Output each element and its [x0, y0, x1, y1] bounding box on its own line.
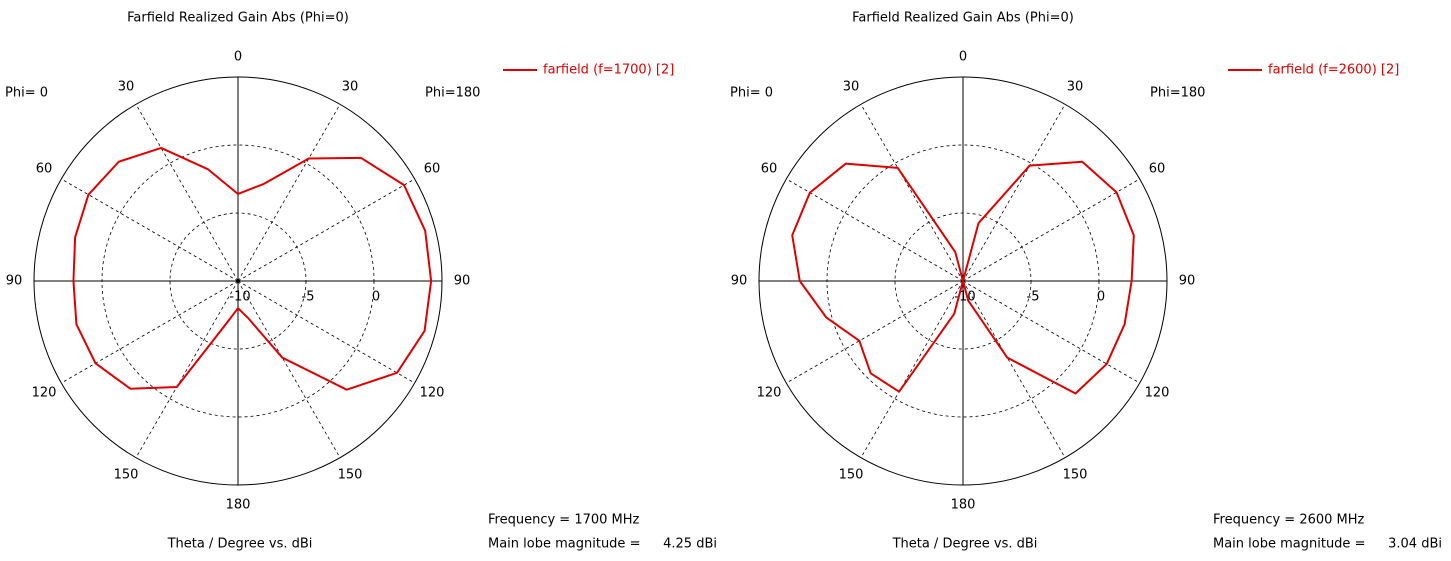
spoke — [237, 104, 341, 282]
legend-label: farfield (f=1700) [2] — [543, 63, 674, 78]
pattern-line — [72, 146, 433, 391]
angle-tick-label: 120 — [32, 386, 57, 401]
angle-tick-label: 180 — [226, 498, 251, 513]
side-label: Phi= 0 — [730, 86, 773, 101]
angle-tick-label: 120 — [757, 386, 782, 401]
angle-tick-label: 90 — [6, 274, 23, 289]
annotation: 3.04 dBi — [1388, 537, 1442, 552]
spoke — [962, 104, 1066, 282]
angle-tick-label: 150 — [1063, 467, 1088, 482]
angle-tick-label: 120 — [420, 386, 445, 401]
angle-tick-label: 60 — [761, 162, 778, 177]
annotation: 4.25 dBi — [663, 537, 717, 552]
side-label: Phi= 0 — [5, 86, 48, 101]
spoke — [786, 280, 964, 384]
r-tick-label: -5 — [302, 290, 315, 305]
angle-tick-label: 30 — [342, 80, 359, 95]
angle-tick-label: 90 — [1179, 274, 1196, 289]
spoke — [237, 280, 415, 384]
chart-title: Farfield Realized Gain Abs (Phi=0) — [852, 11, 1074, 26]
angle-tick-label: 180 — [951, 498, 976, 513]
spoke — [61, 280, 239, 384]
spoke — [786, 178, 964, 282]
angle-tick-label: 60 — [36, 162, 53, 177]
annotation: Main lobe magnitude = — [488, 537, 640, 552]
spoke — [962, 178, 1140, 282]
r-tick-label: 0 — [372, 290, 380, 305]
angle-tick-label: 30 — [118, 80, 135, 95]
legend-label: farfield (f=2600) [2] — [1268, 63, 1399, 78]
x-axis-label: Theta / Degree vs. dBi — [167, 537, 313, 552]
angle-tick-label: 0 — [959, 50, 967, 65]
spoke — [962, 280, 1066, 458]
spoke — [860, 280, 964, 458]
angle-tick-label: 30 — [843, 80, 860, 95]
x-axis-label: Theta / Degree vs. dBi — [892, 537, 1038, 552]
spoke — [61, 178, 239, 282]
r-tick-label: 0 — [1097, 290, 1105, 305]
spoke — [237, 280, 341, 458]
angle-tick-label: 150 — [338, 467, 363, 482]
angle-tick-label: 0 — [234, 50, 242, 65]
angle-tick-label: 60 — [1149, 162, 1166, 177]
angle-tick-label: 90 — [454, 274, 471, 289]
spoke — [135, 104, 239, 282]
angle-tick-label: 150 — [839, 467, 864, 482]
r-tick-label: -5 — [1027, 290, 1040, 305]
pattern-line — [791, 160, 1135, 395]
annotation: Main lobe magnitude = — [1213, 537, 1365, 552]
angle-tick-label: 150 — [114, 467, 139, 482]
annotation: Frequency = 1700 MHz — [488, 513, 640, 528]
angle-tick-label: 60 — [424, 162, 441, 177]
angle-tick-label: 120 — [1145, 386, 1170, 401]
angle-tick-label: 90 — [731, 274, 748, 289]
annotation: Frequency = 2600 MHz — [1213, 513, 1365, 528]
side-label: Phi=180 — [1150, 86, 1205, 101]
chart-title: Farfield Realized Gain Abs (Phi=0) — [127, 11, 349, 26]
angle-tick-label: 30 — [1067, 80, 1084, 95]
side-label: Phi=180 — [425, 86, 480, 101]
spoke — [237, 178, 415, 282]
spoke — [962, 280, 1140, 384]
spoke — [135, 280, 239, 458]
spoke — [860, 104, 964, 282]
